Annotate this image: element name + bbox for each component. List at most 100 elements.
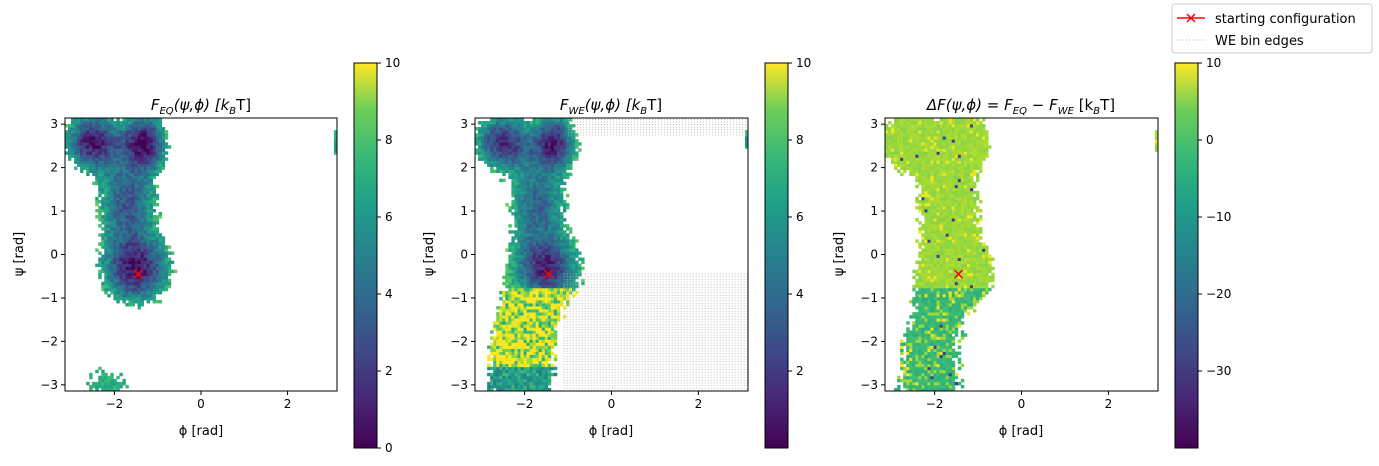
heatmap-cell xyxy=(569,118,573,122)
heatmap-cell xyxy=(927,309,931,313)
heatmap-cell xyxy=(897,127,901,131)
heatmap-cell xyxy=(128,284,132,289)
heatmap-cell xyxy=(119,157,123,161)
heatmap-cell xyxy=(134,160,138,164)
heatmap-cell xyxy=(933,275,937,280)
heatmap-cell xyxy=(532,190,537,195)
heatmap-cell xyxy=(143,124,147,128)
heatmap-cell xyxy=(945,342,950,346)
heatmap-cell xyxy=(128,296,132,301)
heatmap-cell xyxy=(930,275,934,280)
heatmap-cell xyxy=(505,157,509,161)
heatmap-cell xyxy=(559,272,564,277)
heatmap-cell xyxy=(945,184,950,189)
heatmap-cell xyxy=(547,224,552,228)
heatmap-cell xyxy=(125,230,129,234)
heatmap-cell xyxy=(535,372,540,377)
heatmap-cell xyxy=(481,148,485,152)
heatmap-cell xyxy=(161,251,166,255)
heatmap-cell xyxy=(140,148,144,152)
heatmap-cell xyxy=(526,303,530,307)
heatmap-cell xyxy=(532,248,537,252)
heatmap-cell xyxy=(547,339,552,343)
heatmap-cell xyxy=(526,181,530,186)
heatmap-cell xyxy=(167,272,172,277)
heatmap-cell xyxy=(942,227,947,231)
heatmap-cell xyxy=(535,254,540,258)
heatmap-cell xyxy=(523,215,527,219)
heatmap-cell xyxy=(532,154,537,158)
heatmap-cell xyxy=(541,260,546,264)
heatmap-cell xyxy=(936,266,940,271)
heatmap-cell xyxy=(945,166,950,170)
heatmap-cell xyxy=(511,354,515,359)
heatmap-cell xyxy=(556,245,561,249)
heatmap-cell xyxy=(918,181,922,186)
heatmap-cell xyxy=(140,269,144,274)
heatmap-cell xyxy=(550,133,555,137)
heatmap-cell xyxy=(541,215,546,219)
heatmap-cell xyxy=(945,136,950,140)
heatmap-cell xyxy=(128,130,132,134)
heatmap-cell xyxy=(930,357,934,362)
heatmap-cell xyxy=(125,163,129,167)
heatmap-cell xyxy=(143,169,147,173)
heatmap-cell xyxy=(942,233,947,237)
heatmap-cell xyxy=(927,181,931,186)
heatmap-cell xyxy=(508,384,512,389)
heatmap-cell xyxy=(164,130,169,134)
heatmap-cell xyxy=(499,312,503,316)
heatmap-cell xyxy=(936,181,940,186)
heatmap-cell xyxy=(930,384,934,389)
heatmap-cell xyxy=(915,272,919,277)
heatmap-cell xyxy=(535,221,540,225)
heatmap-cell xyxy=(559,178,564,183)
heatmap-cell xyxy=(939,290,944,295)
heatmap-cell xyxy=(544,387,549,392)
heatmap-cell xyxy=(547,357,552,362)
heatmap-cell xyxy=(128,300,132,304)
heatmap-cell xyxy=(927,227,931,231)
heatmap-cell xyxy=(553,290,558,295)
heatmap-cell xyxy=(131,209,135,213)
heatmap-cell xyxy=(535,236,540,240)
heatmap-cell xyxy=(80,157,84,161)
heatmap-cell xyxy=(71,124,75,128)
heatmap-cell xyxy=(529,202,534,207)
heatmap-cell xyxy=(110,130,114,134)
heatmap-cell xyxy=(502,151,506,155)
heatmap-cell xyxy=(499,139,503,143)
heatmap-cell xyxy=(113,190,117,195)
heatmap-cell xyxy=(86,136,90,140)
heatmap-cell xyxy=(532,312,537,316)
heatmap-cell xyxy=(523,139,527,143)
heatmap-cell xyxy=(903,121,907,125)
heatmap-cell xyxy=(110,257,114,261)
heatmap-cell xyxy=(559,202,564,207)
heatmap-cell xyxy=(903,148,907,152)
heatmap-cell xyxy=(496,160,500,164)
heatmap-cell xyxy=(933,348,937,352)
heatmap-cell xyxy=(523,124,527,128)
heatmap-cell xyxy=(137,136,141,140)
heatmap-cell xyxy=(559,160,564,164)
heatmap-cell xyxy=(131,172,135,177)
heatmap-cell xyxy=(80,124,84,128)
heatmap-cell xyxy=(98,205,102,210)
heatmap-cells xyxy=(475,118,749,392)
heatmap-cell xyxy=(526,287,530,292)
heatmap-cell xyxy=(146,196,151,201)
heatmap-cell xyxy=(517,269,521,274)
heatmap-cell xyxy=(532,360,537,365)
heatmap-cell xyxy=(921,272,925,277)
heatmap-cell xyxy=(918,124,922,128)
heatmap-cell xyxy=(122,184,126,189)
heatmap-cell xyxy=(529,278,534,283)
heatmap-cell xyxy=(939,215,944,219)
heatmap-cell xyxy=(131,142,135,146)
heatmap-cell xyxy=(98,178,102,183)
heatmap-cell xyxy=(566,145,570,149)
heatmap-cell xyxy=(535,348,540,352)
heatmap-cell xyxy=(86,151,90,155)
heatmap-cell xyxy=(933,160,937,164)
